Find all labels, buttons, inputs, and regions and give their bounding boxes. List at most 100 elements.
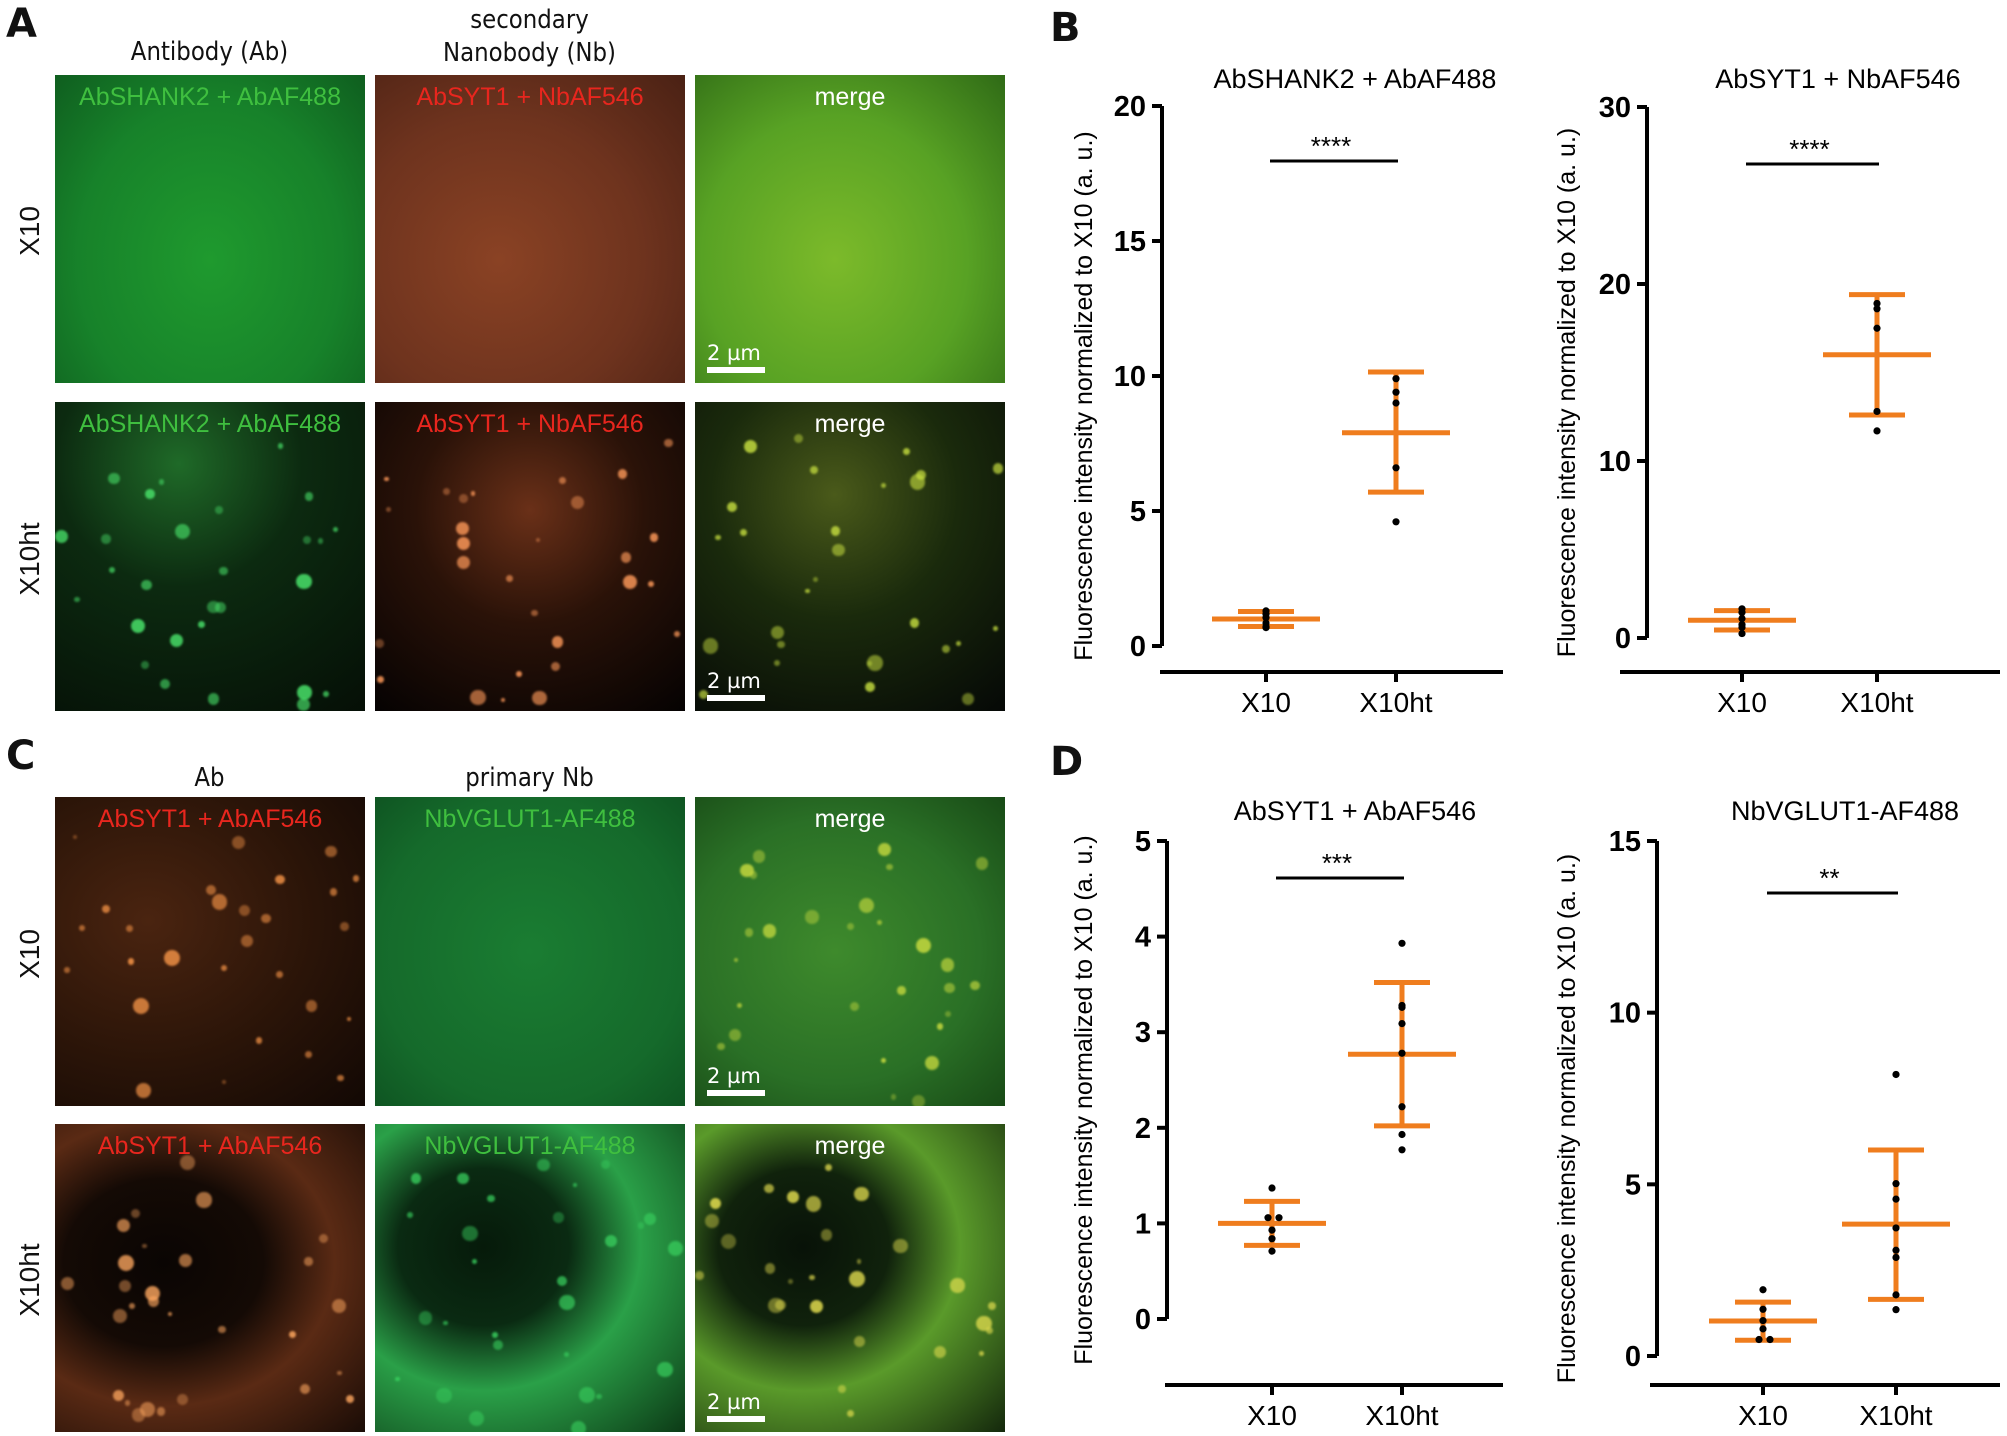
data-point xyxy=(1873,305,1881,313)
fluorescent-punctum xyxy=(893,1238,908,1253)
significance-stars: **** xyxy=(1789,134,1829,164)
fluorescent-punctum xyxy=(764,1183,774,1194)
fluorescent-punctum xyxy=(457,1172,470,1185)
fluorescent-punctum xyxy=(552,1212,564,1223)
fluorescent-punctum xyxy=(695,1271,704,1281)
fluorescent-punctum xyxy=(846,1409,854,1417)
data-point xyxy=(1392,399,1400,407)
data-point xyxy=(1873,407,1881,416)
fluorescent-punctum xyxy=(717,1042,725,1051)
micrograph-a-2-2: AbSYT1 + NbAF546 xyxy=(375,402,685,711)
micrograph-caption: NbVGLUT1-AF488 xyxy=(424,805,636,833)
data-point xyxy=(1398,1019,1406,1028)
scale-bar: 2 µm xyxy=(707,1390,765,1422)
fluorescent-punctum xyxy=(764,1263,776,1274)
micrograph-caption: AbSYT1 + AbAF546 xyxy=(97,805,323,833)
data-point xyxy=(1892,1224,1900,1232)
fluorescent-punctum xyxy=(902,447,910,455)
fluorescent-punctum xyxy=(124,1400,130,1406)
fluorescent-punctum xyxy=(728,1028,741,1041)
fluorescent-punctum xyxy=(925,1056,939,1071)
fluorescent-punctum xyxy=(219,566,229,576)
fluorescent-punctum xyxy=(318,1233,329,1244)
fluorescent-punctum xyxy=(846,922,855,931)
fluorescent-punctum xyxy=(537,1158,550,1171)
fluorescent-punctum xyxy=(915,470,926,481)
fluorescent-punctum xyxy=(170,634,184,648)
fluorescent-punctum xyxy=(130,619,145,634)
fluorescent-punctum xyxy=(856,1259,862,1264)
y-tick-label: 0 xyxy=(1625,1341,1641,1373)
fluorescent-punctum xyxy=(667,1241,684,1257)
significance-stars: **** xyxy=(1311,131,1351,161)
y-tick-label: 1 xyxy=(1135,1208,1151,1240)
micrograph-caption: NbVGLUT1-AF488 xyxy=(424,1132,636,1160)
data-point xyxy=(1759,1317,1767,1325)
column-header-ab: Ab xyxy=(194,763,225,793)
fluorescent-punctum xyxy=(787,1278,793,1284)
fluorescent-punctum xyxy=(809,1274,815,1280)
fluorescent-punctum xyxy=(579,1387,596,1404)
fluorescent-punctum xyxy=(911,1094,925,1106)
data-point xyxy=(1873,324,1881,332)
y-tick-label: 10 xyxy=(1599,446,1631,478)
fluorescent-punctum xyxy=(740,529,747,537)
fluorescent-punctum xyxy=(78,925,86,932)
fluorescent-punctum xyxy=(726,501,738,513)
y-tick-label: 2 xyxy=(1135,1113,1151,1145)
data-point xyxy=(1398,1130,1406,1139)
fluorescent-punctum xyxy=(456,555,471,570)
y-tick-label: 0 xyxy=(1135,1304,1151,1336)
fluorescent-punctum xyxy=(304,492,314,501)
fluorescent-punctum xyxy=(118,1254,135,1271)
fluorescent-punctum xyxy=(72,834,78,840)
fluorescent-punctum xyxy=(699,690,709,700)
fluorescent-punctum xyxy=(744,928,754,938)
fluorescent-punctum xyxy=(909,617,920,628)
fluorescent-punctum xyxy=(131,1408,146,1422)
fluorescent-punctum xyxy=(384,476,389,482)
fluorescent-punctum xyxy=(944,1011,951,1018)
fluorescent-punctum xyxy=(275,874,285,885)
fluorescent-punctum xyxy=(407,1212,413,1218)
fluorescent-punctum xyxy=(468,1411,484,1427)
fluorescent-punctum xyxy=(551,661,561,671)
micrograph-c-2-1: AbSYT1 + AbAF546 xyxy=(55,1124,365,1432)
x-tick-label: X10ht xyxy=(1365,1400,1438,1431)
fluorescent-punctum xyxy=(774,660,781,667)
y-tick-label: 0 xyxy=(1130,631,1146,663)
data-point xyxy=(1759,1286,1767,1294)
significance-stars: ** xyxy=(1819,863,1839,893)
fluorescent-punctum xyxy=(865,681,876,692)
fluorescent-punctum xyxy=(987,1301,997,1310)
fluorescent-punctum xyxy=(130,1209,140,1219)
fluorescent-punctum xyxy=(859,898,875,914)
fluorescent-punctum xyxy=(470,491,476,497)
fluorescent-punctum xyxy=(330,888,338,896)
fluorescent-punctum xyxy=(221,1079,226,1084)
fluorescent-punctum xyxy=(174,523,191,540)
data-point xyxy=(1275,1214,1283,1222)
y-tick-label: 3 xyxy=(1135,1017,1151,1049)
data-point xyxy=(1398,1146,1406,1154)
fluorescent-punctum xyxy=(506,574,514,583)
fluorescent-punctum xyxy=(916,938,932,954)
fluorescent-punctum xyxy=(207,693,220,705)
data-point xyxy=(1755,1335,1763,1344)
fluorescent-punctum xyxy=(830,526,841,537)
fluorescent-punctum xyxy=(304,1051,312,1059)
data-point xyxy=(1738,629,1746,638)
fluorescent-punctum xyxy=(516,670,523,677)
fluorescent-punctum xyxy=(297,697,311,711)
fluorescent-punctum xyxy=(386,506,392,512)
fluorescent-punctum xyxy=(737,1002,743,1008)
panel-letter-b: B xyxy=(1050,5,1081,51)
fluorescent-punctum xyxy=(214,601,226,613)
fluorescent-punctum xyxy=(657,1361,673,1378)
fluorescent-punctum xyxy=(734,957,739,962)
y-tick-label: 5 xyxy=(1130,496,1146,528)
fluorescent-punctum xyxy=(179,1254,192,1267)
data-point xyxy=(1873,427,1881,435)
data-point xyxy=(1264,1214,1272,1222)
